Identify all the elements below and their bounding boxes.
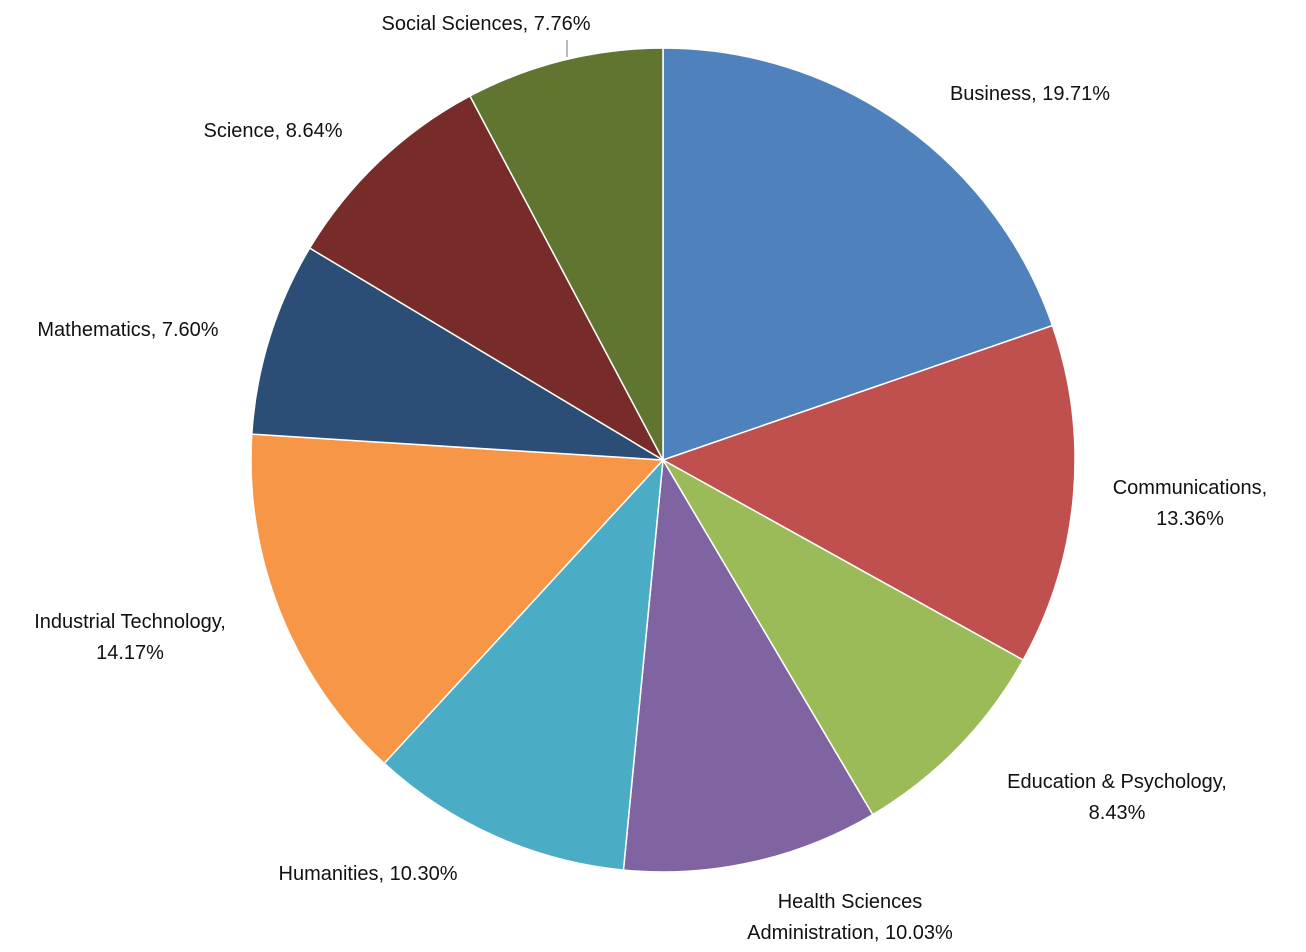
data-label-industrial-technology: Industrial Technology, 14.17% [34, 611, 226, 664]
data-label-business: Business, 19.71% [950, 83, 1110, 105]
data-label-line: 14.17% [96, 642, 164, 664]
data-label-line: Mathematics, 7.60% [37, 319, 218, 341]
data-label-line: Administration, 10.03% [747, 922, 953, 944]
pie-slice-humanities [383, 457, 664, 871]
data-label-health-sciences-administration: Health Sciences Administration, 10.03% [747, 891, 953, 944]
data-label-line: Industrial Technology, [34, 611, 226, 633]
data-label-line: 13.36% [1156, 508, 1224, 530]
data-label-communications: Communications, 13.36% [1113, 477, 1268, 530]
data-label-line: Social Sciences, 7.76% [381, 13, 590, 35]
pie-slice-communications [661, 324, 1076, 662]
data-label-line: Health Sciences [778, 891, 923, 913]
data-label-line: Business, 19.71% [950, 83, 1110, 105]
pie-slice-education-and-psychology [660, 458, 1025, 816]
data-label-line: Communications, [1113, 477, 1268, 499]
pie-slice-science [308, 94, 665, 463]
data-label-science: Science, 8.64% [204, 120, 343, 142]
data-label-education-and-psychology: Education & Psychology, 8.43% [1007, 771, 1227, 824]
data-label-line: Humanities, 10.30% [279, 863, 458, 885]
data-label-line: 8.43% [1089, 802, 1146, 824]
data-label-line: Science, 8.64% [204, 120, 343, 142]
slices-layer [250, 47, 1076, 873]
pie-slice-mathematics [251, 247, 664, 461]
pie-slice-health-sciences-administration [622, 457, 874, 873]
data-label-social-sciences: Social Sciences, 7.76% [381, 13, 590, 35]
data-label-mathematics: Mathematics, 7.60% [37, 319, 218, 341]
pie-slice-business [662, 47, 1054, 462]
data-label-humanities: Humanities, 10.30% [279, 863, 458, 885]
pie-slice-industrial-technology [250, 433, 665, 765]
data-labels-layer: Business, 19.71% Communications, 13.36% Edu… [34, 13, 1267, 944]
pie-slice-social-sciences [468, 47, 664, 461]
data-label-line: Education & Psychology, [1007, 771, 1227, 793]
